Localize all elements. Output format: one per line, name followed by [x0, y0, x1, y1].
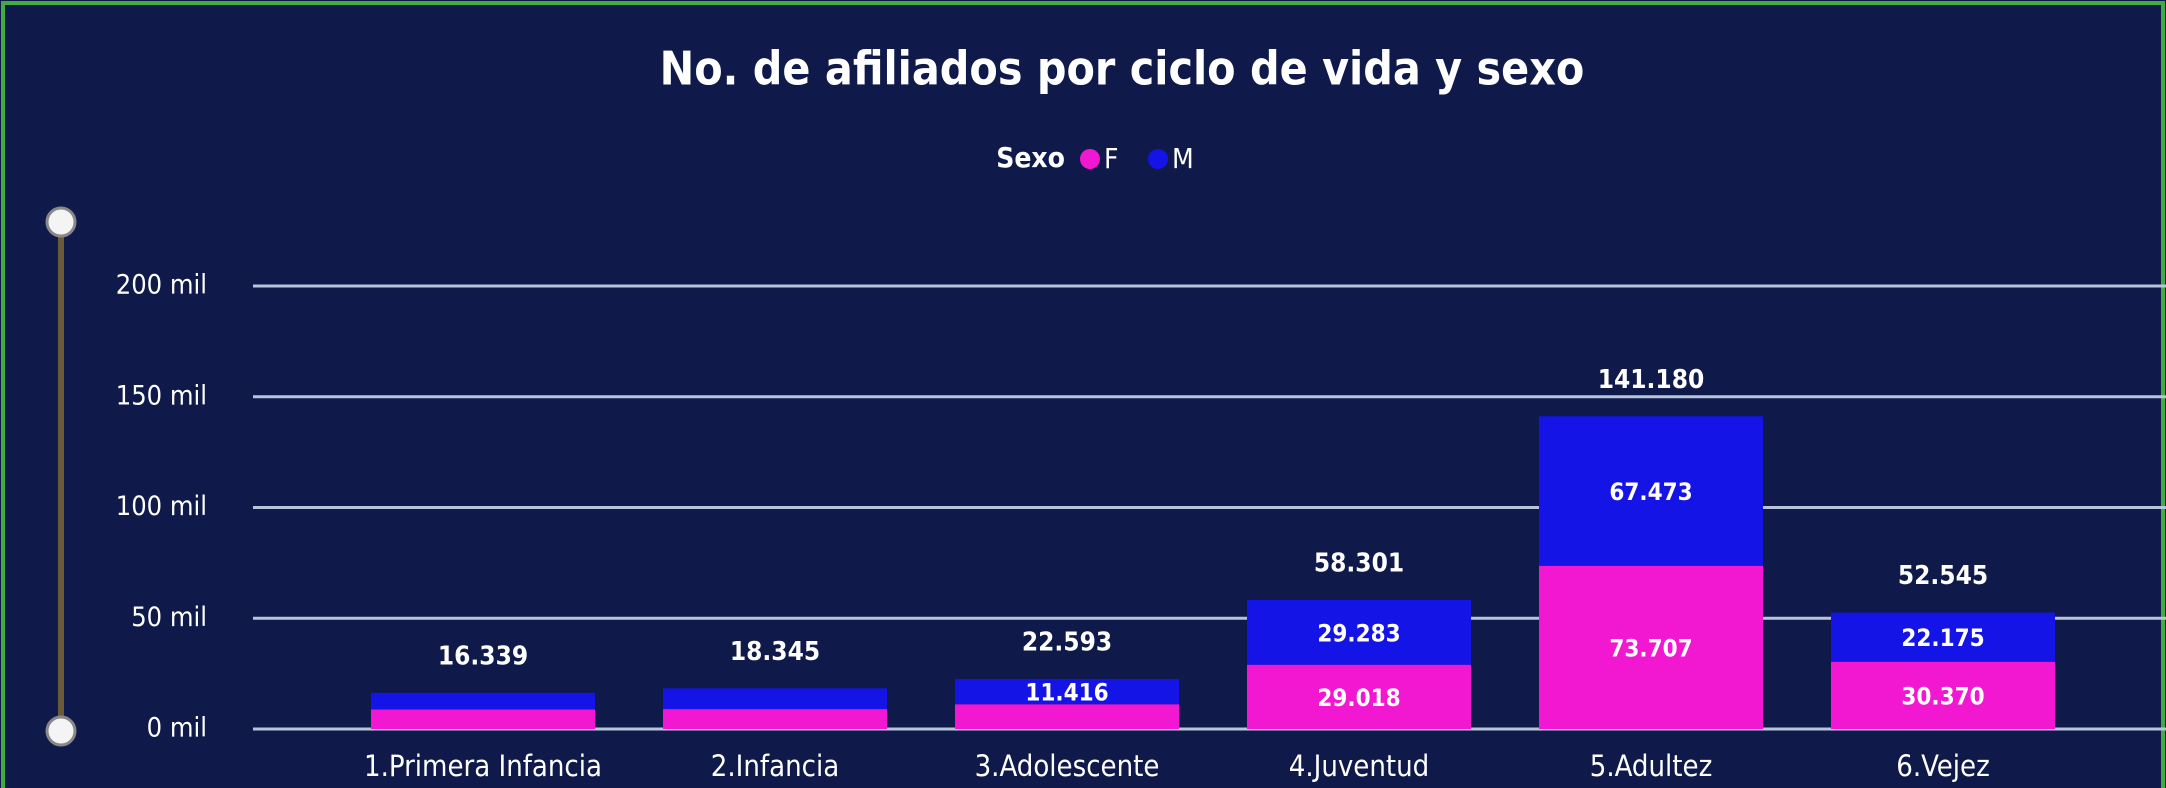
bar-segment: [1247, 599, 1471, 665]
bar-segment: [371, 709, 595, 729]
bar-label: 73.707: [1609, 634, 1692, 662]
chart-title: No. de afiliados por ciclo de vida y sex…: [660, 42, 1585, 96]
legend-swatch: [1080, 149, 1100, 169]
bar-label: 67.473: [1609, 478, 1692, 506]
total-label: 16.339: [438, 641, 528, 671]
x-tick-label: 3.Adolescente: [975, 749, 1160, 783]
x-tick-label: 6.Vejez: [1896, 749, 1990, 783]
bar-segment: [955, 678, 1179, 705]
x-tick-label: 5.Adultez: [1590, 749, 1713, 783]
y-tick-label: 200 mil: [116, 270, 207, 301]
x-tick-label: 2.Infancia: [711, 749, 839, 783]
x-tick-label: 4.Juventud: [1289, 749, 1429, 783]
bar-label: 22.175: [1901, 624, 1984, 652]
bar-segment: [1831, 612, 2055, 662]
total-label: 18.345: [730, 637, 820, 667]
bar-segment: [1539, 416, 1763, 566]
bar-segment: [663, 709, 887, 729]
total-label: 22.593: [1022, 627, 1112, 657]
y-tick-label: 100 mil: [116, 491, 207, 522]
y-tick-label: 50 mil: [131, 602, 207, 633]
bar-segment: [1831, 661, 2055, 729]
bar-segment: [371, 692, 595, 710]
slider-handle[interactable]: [45, 715, 77, 747]
total-label: 52.545: [1898, 561, 1988, 591]
y-tick-label: 150 mil: [116, 380, 207, 411]
legend-swatch: [1148, 149, 1168, 169]
slider-handle[interactable]: [45, 206, 77, 238]
x-tick-label: 1.Primera Infancia: [364, 749, 602, 783]
bar-label: 30.370: [1901, 682, 1984, 710]
legend-label: F: [1104, 142, 1119, 175]
bar-label: 29.283: [1317, 619, 1400, 647]
bar-label: 29.018: [1317, 684, 1400, 712]
y-tick-label: 0 mil: [147, 713, 207, 744]
bar-segment: [955, 704, 1179, 729]
bar-segment: [1247, 664, 1471, 729]
legend-label: M: [1172, 142, 1194, 175]
total-label: 58.301: [1314, 548, 1404, 578]
bar-label: 11.416: [1025, 679, 1108, 707]
bar-segment: [663, 688, 887, 710]
total-label: 141.180: [1598, 365, 1705, 395]
bar-segment: [1539, 565, 1763, 729]
legend-title: Sexo: [996, 141, 1065, 174]
